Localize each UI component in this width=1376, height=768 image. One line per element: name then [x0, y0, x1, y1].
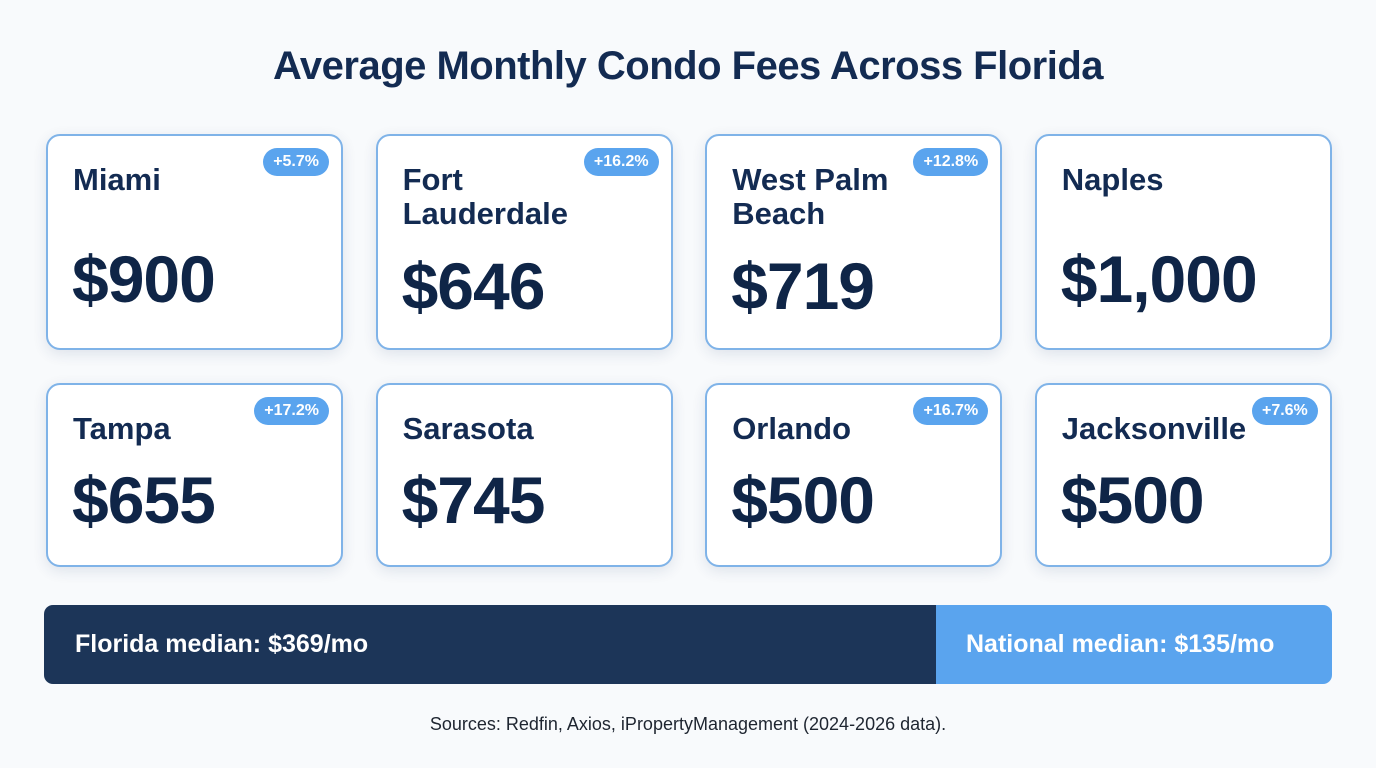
change-badge: +12.8% [913, 148, 989, 176]
change-badge: +5.7% [263, 148, 329, 176]
card-city: Sarasota [402, 411, 534, 446]
card-city: West Palm Beach [732, 162, 889, 231]
fee-card-naples: Naples $1,000 [1034, 134, 1332, 350]
fee-card-west-palm-beach: West Palm Beach +12.8% $719 [705, 134, 1003, 350]
fee-cards-grid: Miami +5.7% $900 Fort Lauderdale +16.2% … [46, 134, 1332, 567]
change-badge: +7.6% [1251, 397, 1318, 425]
card-price: $646 [401, 249, 546, 323]
change-badge: +16.2% [583, 148, 659, 176]
card-city: Fort Lauderdale [402, 162, 568, 231]
page-title: Average Monthly Condo Fees Across Florid… [272, 44, 1104, 88]
card-price: $745 [401, 463, 546, 537]
card-price: $655 [72, 463, 216, 537]
card-price: $500 [731, 463, 875, 537]
card-city: Naples [1061, 162, 1164, 197]
fee-card-tampa: Tampa +17.2% $655 [46, 383, 343, 567]
card-price: $500 [1060, 463, 1205, 537]
card-price: $719 [731, 249, 875, 323]
card-city: Miami [73, 162, 161, 197]
card-price: $1,000 [1060, 242, 1258, 316]
sources-note: Sources: Redfin, Axios, iPropertyManagem… [429, 714, 947, 734]
card-city: Tampa [73, 411, 171, 446]
fee-card-fort-lauderdale: Fort Lauderdale +16.2% $646 [375, 134, 673, 350]
fee-card-miami: Miami +5.7% $900 [46, 134, 343, 350]
median-comparison-bar: Florida median: $369/mo National median:… [44, 605, 1332, 684]
change-badge: +16.7% [913, 397, 989, 425]
card-city: Jacksonville [1061, 411, 1247, 446]
card-city: Orlando [732, 411, 852, 446]
florida-median-segment: Florida median: $369/mo [44, 605, 936, 684]
card-price: $900 [72, 242, 216, 316]
national-median-segment: National median: $135/mo [936, 605, 1332, 684]
change-badge: +17.2% [254, 397, 329, 425]
fee-card-sarasota: Sarasota $745 [375, 383, 673, 567]
fee-card-orlando: Orlando +16.7% $500 [705, 383, 1003, 567]
fee-card-jacksonville: Jacksonville +7.6% $500 [1034, 383, 1332, 567]
